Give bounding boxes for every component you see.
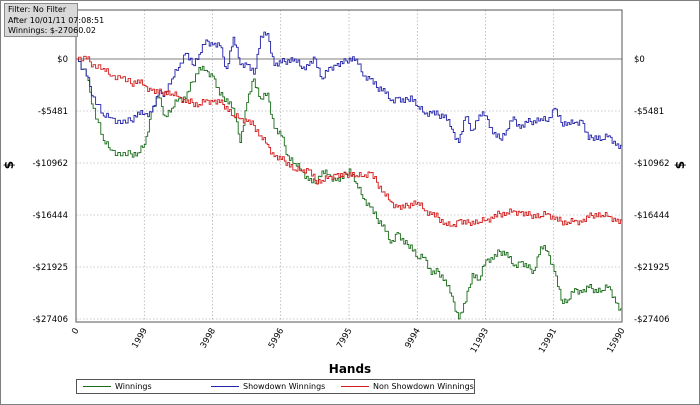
y-axis-title-right: $ [673, 161, 687, 169]
x-tick-label: 15990 [605, 327, 627, 355]
legend-item-non-showdown: Non Showdown Winnings [341, 380, 474, 393]
y-tick-label-right: $0 [634, 55, 645, 65]
x-tick-label: 7995 [335, 327, 354, 351]
gridlines [76, 10, 622, 322]
x-tick-label: 1999 [130, 327, 149, 351]
legend-swatch-winnings [83, 386, 111, 387]
legend-swatch-non-showdown [341, 386, 369, 387]
y-tick-label-left: $0 [57, 55, 68, 65]
filter-info-box: Filter: No Filter After 10/01/11 07:08:5… [4, 3, 105, 37]
x-tick-label: 0 [70, 327, 81, 337]
x-tick-label: 5996 [267, 327, 286, 351]
x-tick-labels: 0 1999 3998 5996 7995 9994 11993 13991 15990 [70, 327, 627, 355]
chart-legend: Winnings Showdown Winnings Non Showdown … [76, 379, 475, 394]
y-tick-label-left: -$5481 [38, 107, 68, 117]
x-tick-label: 13991 [537, 327, 559, 355]
legend-swatch-showdown [211, 386, 239, 387]
total-winnings-label: Winnings: $-27060.02 [8, 26, 97, 35]
legend-item-showdown: Showdown Winnings [211, 380, 325, 393]
legend-item-winnings: Winnings [83, 380, 152, 393]
y-tick-label-right: -$27406 [634, 315, 670, 325]
series-lines [76, 31, 623, 320]
series-line-winnings [76, 58, 623, 320]
axes [75, 9, 623, 323]
plot-area-border [75, 9, 623, 323]
y-tick-label-right: -$16444 [634, 211, 670, 221]
filter-label: Filter: No Filter [8, 5, 67, 14]
date-after-label: After 10/01/11 07:08:51 [8, 15, 105, 25]
y-tick-label-left: -$10962 [32, 159, 68, 169]
legend-label-non-showdown: Non Showdown Winnings [373, 382, 474, 391]
x-axis-title: Hands [329, 362, 371, 376]
y-tick-label-left: -$16444 [32, 211, 68, 221]
x-tick-label: 3998 [199, 327, 218, 351]
x-tick-label: 11993 [469, 327, 491, 355]
y-axis-title-left: $ [2, 161, 16, 169]
y-tick-label-right: -$5481 [634, 107, 664, 117]
y-tick-label-left: -$27406 [32, 315, 68, 325]
legend-label-showdown: Showdown Winnings [243, 382, 326, 391]
y-tick-labels-right: $0 -$5481 -$10962 -$16444 -$21925 -$27406 [634, 55, 670, 325]
series-line-showdown-winnings [76, 31, 623, 151]
y-tick-label-right: -$10962 [634, 159, 670, 169]
legend-label-winnings: Winnings [115, 382, 152, 391]
series-line-non-showdown-winnings [76, 55, 623, 228]
y-tick-label-right: -$21925 [634, 263, 670, 273]
y-tick-label-left: -$21925 [32, 263, 68, 273]
x-tick-label: 9994 [403, 327, 422, 351]
y-tick-labels-left: $0 -$5481 -$10962 -$16444 -$21925 -$27406 [32, 55, 68, 325]
